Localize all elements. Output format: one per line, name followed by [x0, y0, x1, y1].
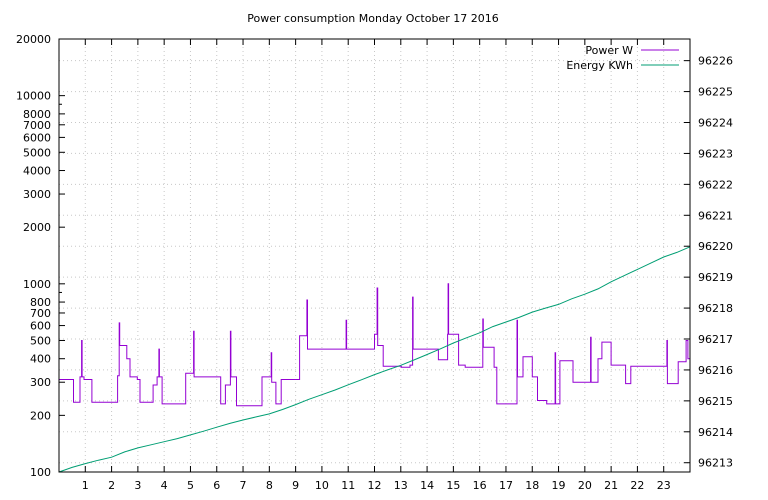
series-line-energy: [58, 246, 691, 473]
y-left-tick-label: 2000: [23, 221, 51, 234]
y-left-tick-label: 20000: [16, 33, 51, 46]
x-tick-label: 11: [341, 479, 355, 492]
y-right-tick-label: 96224: [698, 117, 733, 130]
y-right-tick-label: 96221: [698, 209, 733, 222]
y-left-tick-label: 1000: [23, 278, 51, 291]
y-left-tick-label: 700: [30, 307, 51, 320]
y-right-tick-label: 96216: [698, 364, 733, 377]
y-left-tick-label: 4000: [23, 165, 51, 178]
y-right-tick-label: 96215: [698, 395, 733, 408]
y-left-tick-label: 400: [30, 353, 51, 366]
x-tick-label: 1: [82, 479, 89, 492]
y-left-tick-label: 8000: [23, 108, 51, 121]
x-tick-label: 15: [446, 479, 460, 492]
y-right-tick-label: 96217: [698, 333, 733, 346]
y-left-tick-label: 10000: [16, 90, 51, 103]
x-tick-label: 12: [368, 479, 382, 492]
x-tick-label: 14: [420, 479, 434, 492]
y-left-tick-label: 200: [30, 409, 51, 422]
y-left-tick-label: 100: [30, 466, 51, 479]
y-right-tick-label: 96219: [698, 271, 733, 284]
y-axis-right: 96213 96214 96215 96216 96217 96218 96219 96220…: [684, 55, 733, 470]
legend: Power W Energy KWh: [566, 44, 679, 72]
x-axis: 1 2 3 4 5 6 7 8 9 10 11 12 13 14 15 16 17 18 19 20 21 22 23: [82, 39, 671, 492]
x-tick-label: 21: [604, 479, 618, 492]
x-tick-label: 4: [161, 479, 168, 492]
x-tick-label: 22: [630, 479, 644, 492]
chart-title: Power consumption Monday October 17 2016: [247, 12, 498, 25]
y-left-tick-label: 300: [30, 376, 51, 389]
x-tick-label: 8: [266, 479, 273, 492]
x-tick-label: 6: [213, 479, 220, 492]
x-tick-label: 10: [315, 479, 329, 492]
y-left-tick-label: 600: [30, 320, 51, 333]
y-left-tick-label: 800: [30, 296, 51, 309]
y-right-tick-label: 96218: [698, 302, 733, 315]
x-tick-label: 19: [552, 479, 566, 492]
plot-border: [58, 38, 691, 473]
y-right-tick-label: 96213: [698, 457, 733, 470]
x-tick-label: 7: [240, 479, 247, 492]
y-left-tick-label: 7000: [23, 119, 51, 132]
y-left-tick-label: 6000: [23, 131, 51, 144]
x-tick-label: 2: [108, 479, 115, 492]
y-left-tick-label: 3000: [23, 188, 51, 201]
y-right-tick-label: 96223: [698, 147, 733, 160]
x-tick-label: 3: [134, 479, 141, 492]
legend-label-power: Power W: [585, 44, 633, 57]
x-tick-label: 20: [578, 479, 592, 492]
series-line-power: [59, 283, 690, 407]
y-right-tick-label: 96220: [698, 240, 733, 253]
y-right-tick-label: 96214: [698, 426, 733, 439]
x-tick-label: 17: [499, 479, 513, 492]
grid-lines: [59, 39, 690, 472]
y-right-tick-label: 96225: [698, 86, 733, 99]
x-tick-label: 9: [292, 479, 299, 492]
x-tick-label: 23: [657, 479, 671, 492]
x-tick-label: 5: [187, 479, 194, 492]
x-tick-label: 13: [394, 479, 408, 492]
y-right-tick-label: 96226: [698, 55, 733, 68]
x-tick-label: 16: [473, 479, 487, 492]
y-right-tick-label: 96222: [698, 178, 733, 191]
series-group: [58, 246, 691, 473]
y-left-tick-label: 500: [30, 334, 51, 347]
y-left-tick-label: 5000: [23, 146, 51, 159]
x-tick-label: 18: [525, 479, 539, 492]
legend-label-energy: Energy KWh: [566, 59, 633, 72]
